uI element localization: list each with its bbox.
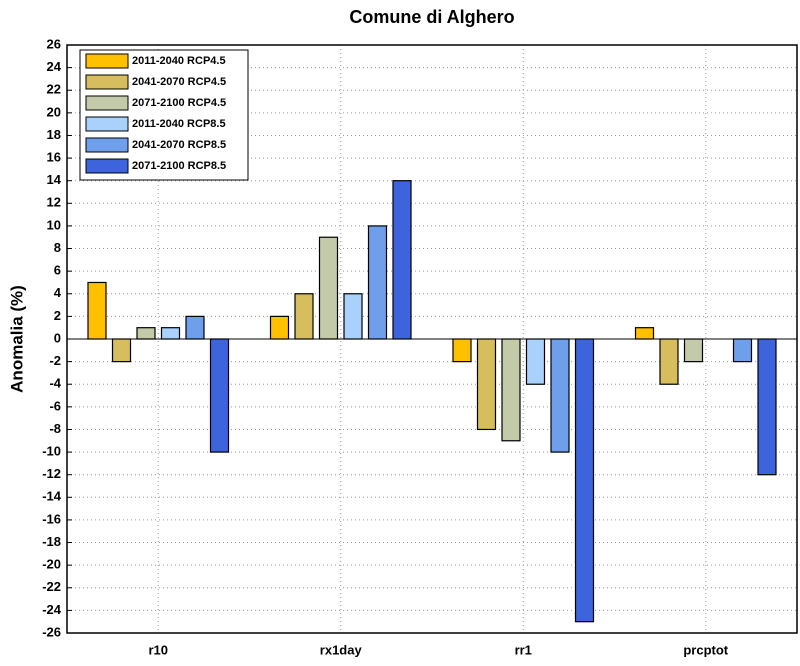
y-tick-label: 22: [47, 82, 61, 97]
legend: [79, 49, 249, 181]
bar: [160, 327, 181, 340]
bar: [550, 338, 570, 453]
x-tick-label: rr1: [515, 642, 532, 657]
legend-label: 2041-2070 RCP8.5: [132, 139, 226, 151]
y-axis-label: Anomalia (%): [7, 285, 26, 393]
y-tick-label: 14: [47, 172, 62, 187]
bar: [392, 180, 412, 340]
y-tick-label: -4: [49, 376, 61, 391]
bar: [757, 338, 777, 476]
y-tick-label: -16: [42, 511, 61, 526]
legend-label: 2071-2100 RCP8.5: [132, 160, 226, 172]
bar: [452, 338, 472, 363]
bar: [136, 327, 156, 340]
y-tick-label: -12: [42, 466, 61, 481]
bar: [318, 236, 339, 340]
legend-swatch: [85, 116, 129, 132]
bar: [732, 338, 753, 363]
y-tick-label: 16: [47, 150, 61, 165]
bar: [294, 293, 314, 340]
y-tick-label: 6: [54, 263, 61, 278]
bar: [269, 315, 290, 340]
y-tick-label: 10: [47, 217, 61, 232]
y-tick-label: -8: [49, 421, 61, 436]
bar: [476, 338, 497, 431]
bar: [209, 338, 230, 453]
y-tick-label: 24: [47, 59, 62, 74]
y-tick-label: -2: [49, 353, 61, 368]
x-tick-label: prcptot: [683, 642, 728, 657]
y-tick-label: -6: [49, 398, 61, 413]
bar: [574, 338, 595, 623]
bar: [87, 281, 107, 340]
x-tick-label: r10: [148, 642, 168, 657]
y-tick-label: 20: [47, 104, 61, 119]
y-tick-label: -22: [42, 579, 61, 594]
y-tick-label: -24: [42, 602, 62, 617]
bar: [111, 338, 132, 363]
legend-swatch: [85, 74, 129, 90]
bar: [525, 338, 546, 385]
y-tick-label: -20: [42, 557, 61, 572]
legend-swatch: [85, 137, 129, 153]
legend-swatch: [85, 95, 129, 111]
y-tick-label: 26: [47, 36, 61, 51]
bar: [659, 338, 679, 385]
bar: [367, 225, 388, 340]
bar: [185, 315, 205, 340]
legend-swatch: [85, 158, 129, 174]
legend-label: 2011-2040 RCP4.5: [132, 55, 226, 67]
legend-swatch: [85, 53, 129, 69]
plot-frame: [66, 44, 798, 634]
bar: [501, 338, 521, 442]
chart-title: Comune di Alghero: [349, 7, 514, 27]
legend-label: 2011-2040 RCP8.5: [132, 118, 226, 130]
legend-label: 2071-2100 RCP4.5: [132, 97, 226, 109]
y-tick-label: 12: [47, 195, 61, 210]
bar: [343, 293, 363, 340]
legend-label: 2041-2070 RCP4.5: [132, 76, 226, 88]
y-tick-label: 0: [54, 330, 61, 345]
bar: [683, 338, 704, 363]
y-tick-label: -26: [42, 624, 61, 639]
y-tick-label: -14: [42, 489, 62, 504]
y-tick-label: 8: [54, 240, 61, 255]
bar: [634, 327, 655, 340]
y-tick-label: 4: [54, 285, 62, 300]
y-tick-label: 18: [47, 127, 61, 142]
y-tick-label: 2: [54, 308, 61, 323]
x-tick-label: rx1day: [320, 642, 363, 657]
y-tick-label: -18: [42, 534, 61, 549]
y-tick-label: -10: [42, 444, 61, 459]
